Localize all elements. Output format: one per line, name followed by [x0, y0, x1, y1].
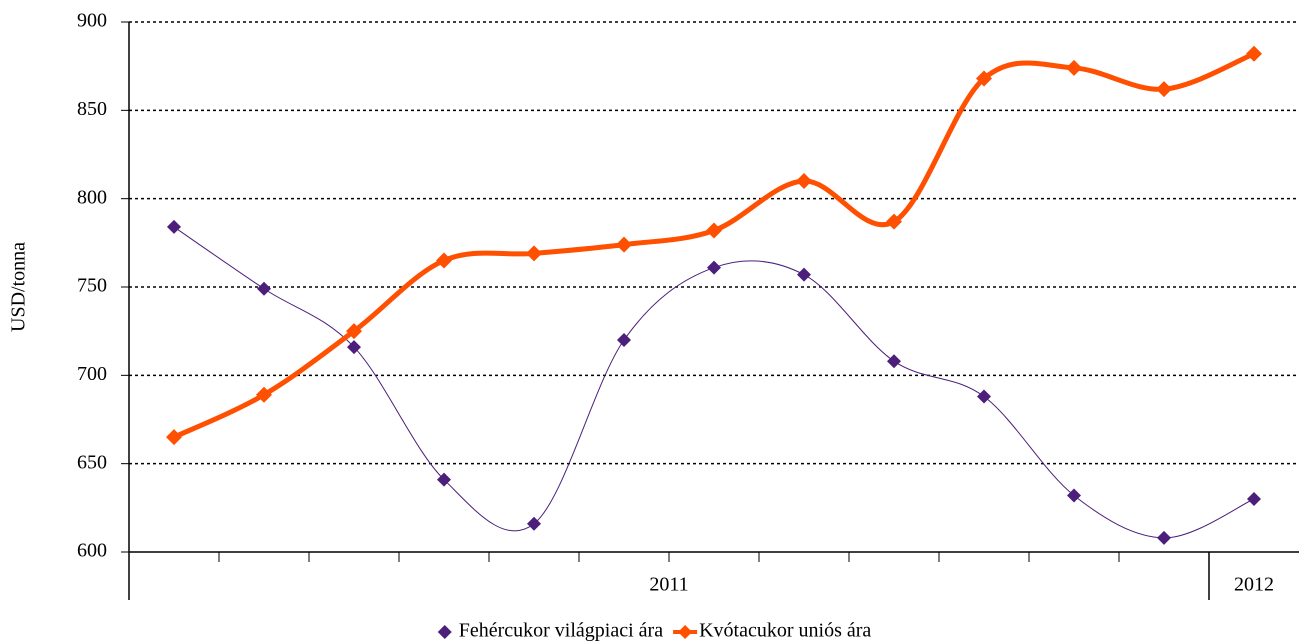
point-marker: [166, 429, 182, 446]
legend-label: Fehércukor világpiaci ára: [459, 620, 663, 642]
point-marker: [886, 213, 902, 230]
y-tick-label: 750: [77, 275, 107, 297]
legend: Fehércukor világpiaci ára Kvótacukor unió…: [437, 620, 871, 642]
point-marker: [617, 333, 631, 347]
point-marker: [526, 245, 542, 262]
point-marker: [887, 354, 901, 369]
point-marker: [797, 267, 811, 282]
y-tick-label: 850: [77, 98, 107, 120]
series-line: [172, 51, 1255, 440]
y-tick-label: 650: [77, 451, 107, 473]
legend-label: Kvótacukor uniós ára: [699, 620, 871, 642]
point-marker: [257, 281, 271, 296]
point-marker: [527, 516, 541, 531]
legend-marker: [678, 625, 693, 639]
point-marker: [437, 472, 451, 487]
point-marker: [616, 236, 632, 253]
point-marker: [347, 340, 361, 355]
point-marker: [976, 70, 992, 87]
y-tick-label: 700: [77, 363, 107, 385]
point-marker: [256, 386, 272, 403]
point-marker: [796, 173, 812, 189]
point-marker: [977, 389, 991, 404]
point-marker: [167, 219, 181, 234]
y-tick-label: 600: [77, 540, 107, 562]
x-group-label: 2012: [1234, 574, 1274, 596]
legend-entry: Fehércukor világpiaci ára: [437, 620, 663, 642]
legend-entry: Kvótacukor uniós ára: [673, 620, 871, 642]
point-marker: [436, 252, 452, 269]
y-axis-label: USD/tonna: [8, 242, 30, 332]
point-marker: [1066, 59, 1082, 76]
legend-marker: [437, 625, 452, 639]
point-marker: [706, 222, 722, 239]
point-marker: [1157, 530, 1171, 545]
point-marker: [1246, 45, 1262, 62]
point-marker: [346, 323, 362, 340]
point-marker: [707, 260, 721, 275]
point-marker: [1247, 492, 1261, 506]
y-tick-label: 800: [77, 186, 107, 208]
x-group-label: 2011: [649, 574, 688, 596]
point-marker: [1156, 81, 1172, 98]
point-marker: [1067, 488, 1081, 503]
y-tick-label: 900: [77, 10, 107, 32]
